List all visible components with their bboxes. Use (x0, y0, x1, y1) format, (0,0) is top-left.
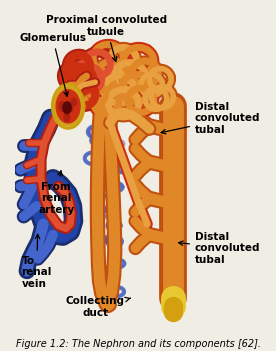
Text: Collecting
duct: Collecting duct (66, 296, 130, 318)
Circle shape (65, 102, 71, 111)
Text: Glomerulus: Glomerulus (19, 33, 86, 96)
Circle shape (67, 104, 72, 111)
Text: To
renal
vein: To renal vein (22, 234, 52, 289)
Text: From
renal
artery: From renal artery (38, 171, 74, 215)
Circle shape (59, 101, 66, 111)
Text: Proximal convoluted
tubule: Proximal convoluted tubule (46, 15, 167, 61)
Text: Figure 1.2: The Nephron and its components [62].: Figure 1.2: The Nephron and its componen… (15, 339, 261, 349)
Circle shape (64, 113, 70, 121)
Circle shape (67, 103, 73, 111)
Circle shape (65, 103, 70, 110)
Circle shape (56, 90, 80, 123)
Circle shape (71, 98, 77, 106)
Circle shape (54, 87, 82, 126)
Circle shape (63, 102, 71, 114)
Text: Distal
convoluted
tubal: Distal convoluted tubal (179, 232, 261, 265)
Circle shape (65, 102, 70, 109)
Text: Distal
convoluted
tubal: Distal convoluted tubal (161, 102, 261, 135)
Circle shape (52, 84, 84, 128)
